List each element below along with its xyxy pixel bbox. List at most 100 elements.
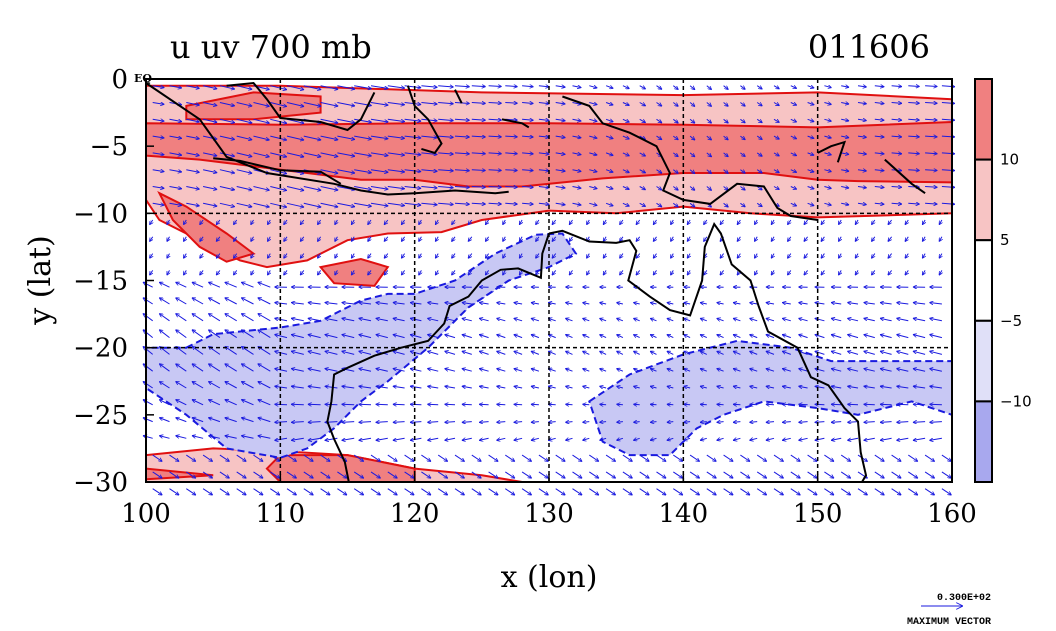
wind-vector [303, 135, 321, 140]
wind-vector [421, 153, 437, 155]
wind-vector [548, 351, 556, 355]
x-tick-label: 160 [927, 499, 977, 529]
wind-vector [419, 219, 422, 225]
wind-vector [864, 404, 875, 405]
wind-vector [488, 170, 502, 171]
wind-vector [888, 219, 892, 225]
wind-vector [437, 488, 448, 495]
wind-vector [410, 369, 422, 372]
wind-vector [308, 404, 321, 405]
wind-vector [599, 422, 607, 423]
wind-vector [186, 186, 199, 190]
wind-vector [667, 335, 674, 339]
wind-vector [841, 136, 849, 138]
wind-vector [650, 350, 657, 355]
wind-vector [756, 454, 767, 461]
wind-vector [807, 454, 818, 461]
wind-vector [236, 186, 253, 191]
wind-vector [200, 253, 204, 259]
wind-vector [913, 318, 926, 322]
wind-vector [152, 119, 165, 121]
wind-vector [192, 330, 204, 339]
wind-vector [452, 270, 456, 275]
wind-vector [370, 186, 388, 190]
wind-vector [689, 118, 695, 123]
wind-vector [555, 471, 566, 478]
wind-vector [925, 170, 937, 171]
wind-vector [208, 330, 221, 339]
wind-vector [462, 303, 472, 305]
wind-vector [286, 102, 304, 107]
wind-vector [169, 169, 182, 172]
wind-vector [186, 454, 196, 461]
wind-vector [864, 335, 875, 339]
wind-vector [488, 471, 499, 478]
wind-vector [202, 135, 217, 139]
wind-vector [616, 303, 624, 305]
wind-vector [438, 119, 453, 120]
wind-vector [208, 436, 221, 439]
wind-vector [183, 236, 186, 242]
wind-vector [855, 236, 858, 242]
wind-vector [236, 118, 253, 123]
wind-vector [815, 404, 825, 405]
wind-vector [941, 454, 952, 461]
wind-vector [756, 169, 762, 174]
wind-vector [176, 298, 187, 305]
wind-vector [267, 253, 270, 259]
wind-vector [192, 346, 204, 355]
wind-vector [531, 318, 540, 321]
wind-vector [847, 422, 859, 423]
wind-vector [639, 152, 646, 157]
wind-vector [337, 488, 347, 495]
wind-vector [368, 236, 371, 242]
wind-vector [167, 253, 170, 259]
wind-vector [888, 253, 892, 259]
wind-vector [622, 153, 630, 156]
wind-vector [503, 236, 506, 242]
wind-vector [908, 454, 918, 461]
wind-vector [667, 350, 674, 355]
wind-vector [176, 418, 187, 423]
wind-vector [880, 369, 892, 372]
wind-vector [354, 202, 372, 206]
wind-vector [479, 369, 489, 372]
wind-vector [359, 386, 372, 388]
wind-vector [905, 253, 908, 259]
wind-vector [633, 318, 640, 321]
wind-vector [891, 103, 902, 104]
y-tick-label: −5 [90, 132, 128, 162]
wind-vector [317, 236, 320, 242]
wind-vector [636, 270, 641, 275]
wind-vector [656, 454, 667, 461]
wind-vector [291, 335, 304, 339]
wind-vector [176, 436, 187, 439]
wind-vector [689, 135, 695, 140]
wind-vector [514, 351, 523, 355]
coastline [884, 158, 926, 195]
wind-vector [939, 236, 942, 242]
wind-vector [342, 351, 355, 355]
wind-vector [291, 351, 304, 355]
wind-vector [387, 118, 405, 121]
wind-vector [700, 318, 707, 321]
wind-vector [913, 422, 926, 423]
wind-vector [462, 318, 472, 322]
wind-vector [505, 203, 517, 204]
wind-vector [925, 153, 937, 154]
wind-vector [807, 170, 815, 172]
wind-vector [737, 236, 740, 242]
wind-vector [555, 153, 566, 155]
wind-vector [941, 471, 952, 478]
wind-vector [929, 318, 942, 322]
wind-vector [673, 135, 678, 140]
wind-vector [773, 488, 784, 495]
wind-vector [354, 169, 372, 173]
wind-vector [824, 187, 831, 189]
wind-vector [454, 203, 470, 204]
coastline [146, 82, 509, 196]
wind-vector [841, 203, 849, 205]
wind-vector [200, 219, 204, 225]
wind-vector [351, 270, 354, 275]
wind-vector [216, 236, 221, 242]
